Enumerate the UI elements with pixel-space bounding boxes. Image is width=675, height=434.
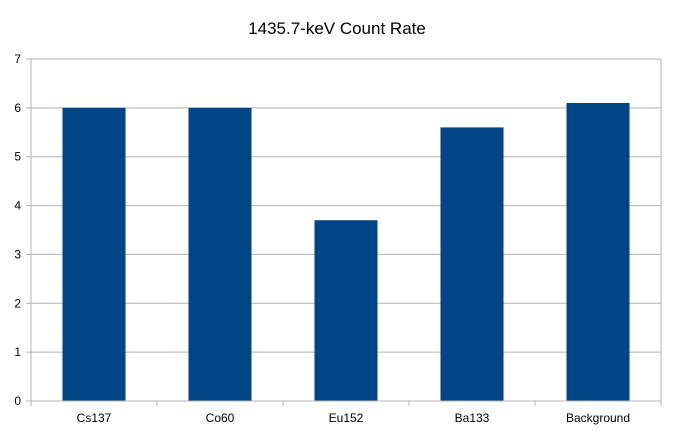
y-tick-label: 4 <box>14 199 21 213</box>
bar-eu152 <box>314 220 378 401</box>
x-tick-label: Cs137 <box>77 411 112 425</box>
bar-cs137 <box>62 107 126 401</box>
y-tick-label: 0 <box>14 394 21 408</box>
y-tick-label: 6 <box>14 101 21 115</box>
y-tick-label: 2 <box>14 296 21 310</box>
x-tick-label: Ba133 <box>455 411 490 425</box>
bar-background <box>566 102 630 401</box>
bars <box>62 102 630 402</box>
bar-ba133 <box>440 127 504 402</box>
axes <box>26 58 662 406</box>
x-axis-ticks: Cs137 Co60 Eu152 Ba133 Background <box>77 411 630 425</box>
y-tick-label: 1 <box>14 345 21 359</box>
y-axis-ticks: 0 1 2 3 4 5 6 7 <box>14 52 21 408</box>
chart-title: 1435.7-keV Count Rate <box>248 19 426 38</box>
bar-co60 <box>188 107 252 401</box>
x-tick-label: Co60 <box>206 411 235 425</box>
y-tick-label: 5 <box>14 150 21 164</box>
x-tick-label: Eu152 <box>329 411 364 425</box>
x-tick-label: Background <box>566 411 630 425</box>
y-tick-label: 7 <box>14 52 21 66</box>
y-tick-label: 3 <box>14 247 21 261</box>
